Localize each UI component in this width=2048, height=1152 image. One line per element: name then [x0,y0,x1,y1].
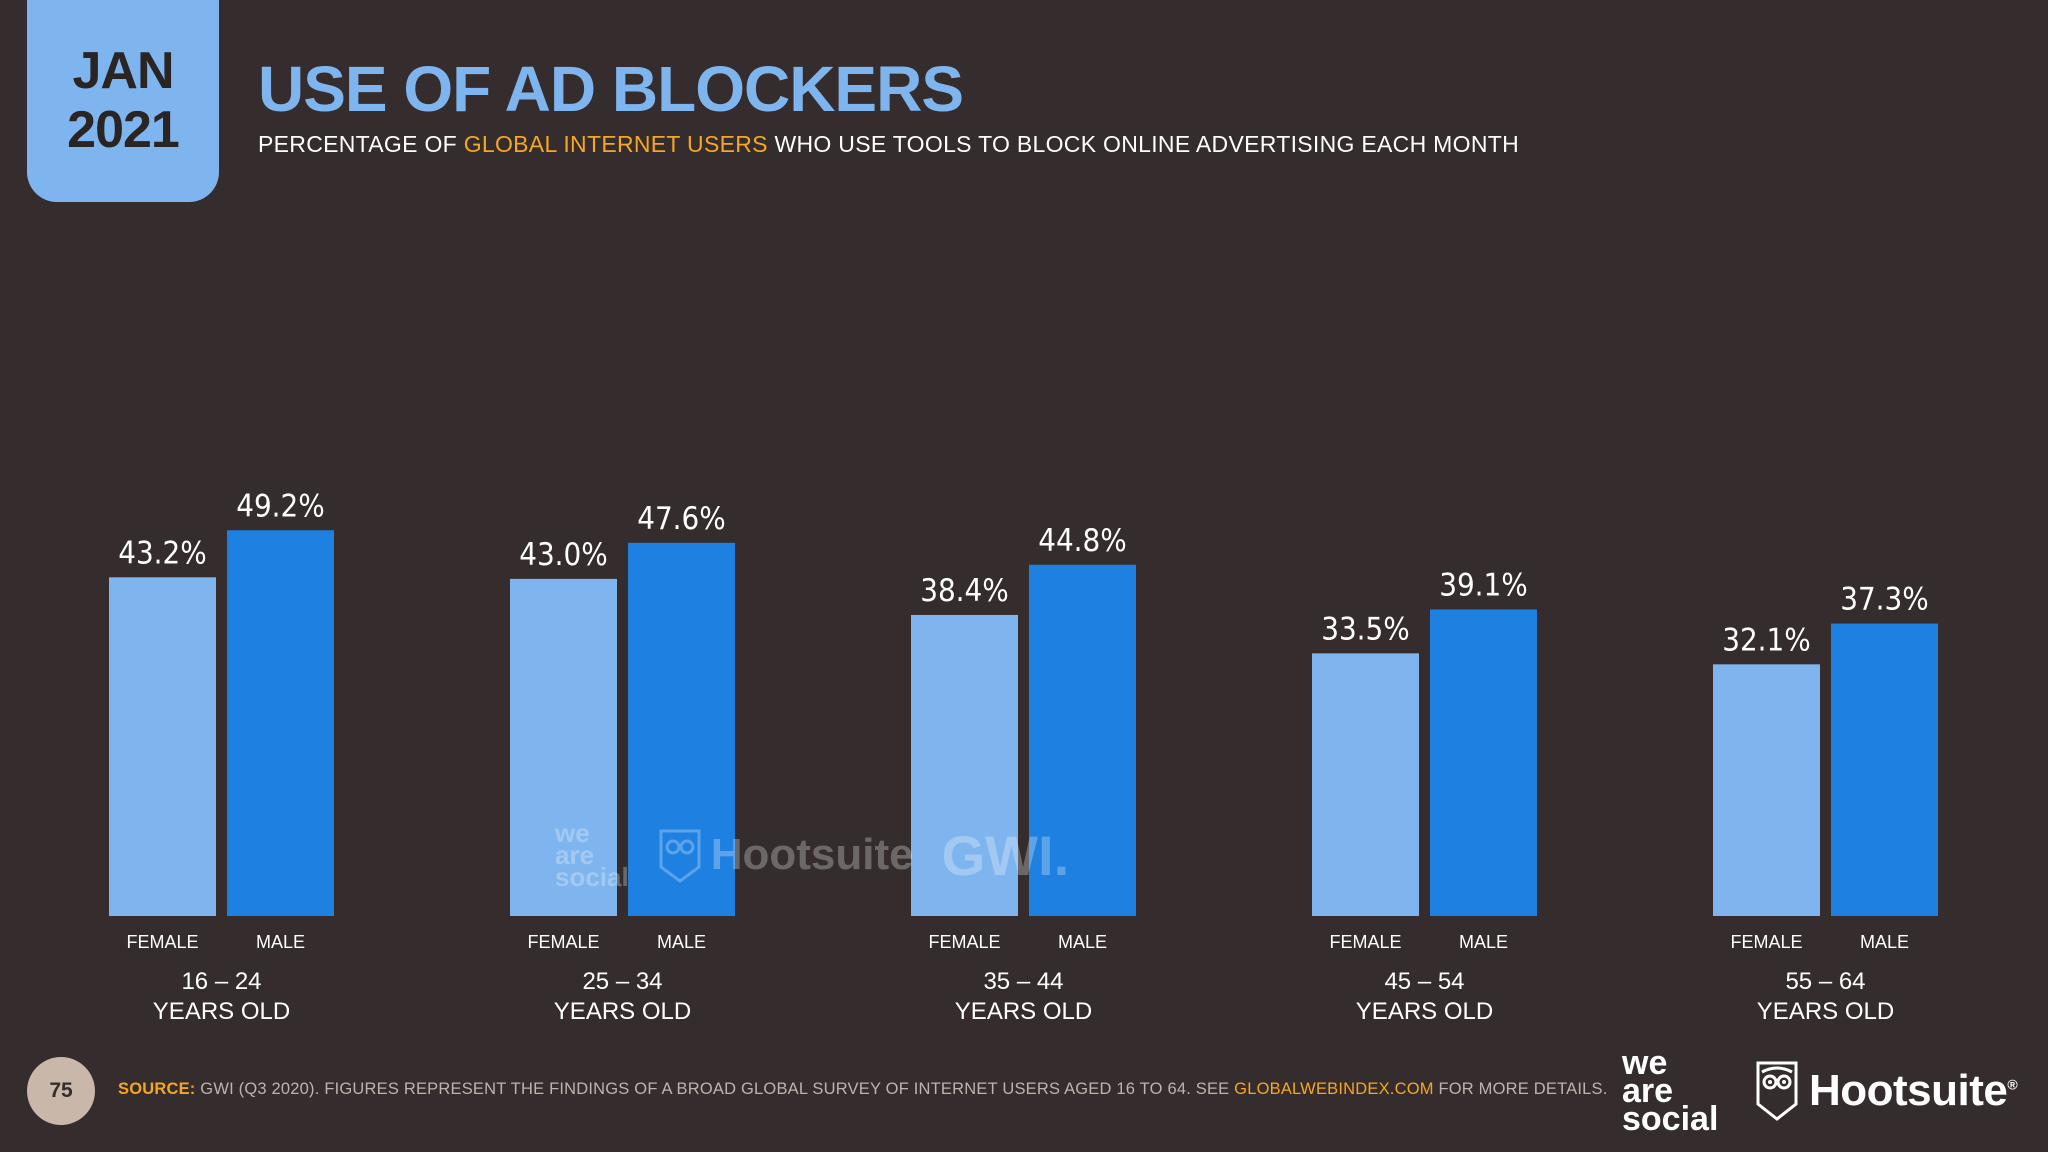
source-link[interactable]: GLOBALWEBINDEX.COM [1234,1080,1434,1098]
value-label: 37.3% [1840,582,1929,618]
owl-icon [1756,1061,1798,1121]
page-title: USE OF AD BLOCKERS [258,53,964,125]
category-sublabel: YEARS OLD [1757,998,1894,1025]
bar-chart: 43.2% FEMALE 49.2% MALE 16 – 24 YEARS OLD 43.0… [109,488,1938,1025]
value-label: 49.2% [236,488,325,524]
source-post: FOR MORE DETAILS. [1433,1080,1608,1098]
source-label: SOURCE: [118,1080,196,1098]
hootsuite-logo: Hootsuite® [1755,1058,2018,1124]
series-label: FEMALE [1329,932,1401,952]
series-label: MALE [1459,932,1508,952]
series-label: MALE [657,932,706,952]
bar-male [1831,623,1938,916]
subtitle-highlight: GLOBAL INTERNET USERS [463,131,768,157]
series-label: MALE [256,932,305,952]
subtitle-pre: PERCENTAGE OF [258,131,464,157]
subtitle-post: WHO USE TOOLS TO BLOCK ONLINE ADVERTISIN… [767,131,1519,157]
series-label: FEMALE [527,932,599,952]
hootsuite-wordmark: Hootsuite® [1809,1066,2018,1115]
series-label: MALE [1860,932,1909,952]
page-subtitle: PERCENTAGE OF GLOBAL INTERNET USERS WHO … [258,131,1519,158]
value-label: 43.2% [118,535,207,571]
value-label: 43.0% [519,537,608,573]
category-sublabel: YEARS OLD [554,998,691,1025]
series-label: FEMALE [928,932,1000,952]
bar-male [1430,609,1537,916]
we-are-social-logo: we are social [1622,1044,1719,1138]
bar-male [227,530,334,916]
category-sublabel: YEARS OLD [955,998,1092,1025]
category-label: 16 – 24 [181,968,261,995]
category-label: 25 – 34 [582,968,662,995]
category-label: 35 – 44 [983,968,1063,995]
category-label: 45 – 54 [1384,968,1464,995]
series-label: FEMALE [126,932,198,952]
value-label: 47.6% [637,501,726,537]
series-label: FEMALE [1730,932,1802,952]
category-sublabel: YEARS OLD [1356,998,1493,1025]
value-label: 44.8% [1038,523,1127,559]
bar-female [1713,664,1820,916]
value-label: 33.5% [1321,611,1410,647]
category-label: 55 – 64 [1785,968,1865,995]
date-month: JAN [72,41,174,100]
bar-female [1312,653,1419,916]
value-label: 38.4% [920,573,1009,609]
bar-male [1029,564,1136,916]
date-badge: JAN 2021 [27,0,219,202]
source-text: GWI (Q3 2020). FIGURES REPRESENT THE FIN… [195,1080,1235,1098]
bar-female [510,578,617,916]
bar-female [109,577,216,916]
date-year: 2021 [67,101,180,159]
page-number: 75 [27,1057,95,1125]
bar-male [628,542,735,916]
value-label: 39.1% [1439,567,1528,603]
series-label: MALE [1058,932,1107,952]
value-label: 32.1% [1722,622,1811,658]
category-sublabel: YEARS OLD [153,998,290,1025]
source-note: SOURCE: GWI (Q3 2020). FIGURES REPRESENT… [118,1080,1608,1099]
bar-female [911,614,1018,916]
